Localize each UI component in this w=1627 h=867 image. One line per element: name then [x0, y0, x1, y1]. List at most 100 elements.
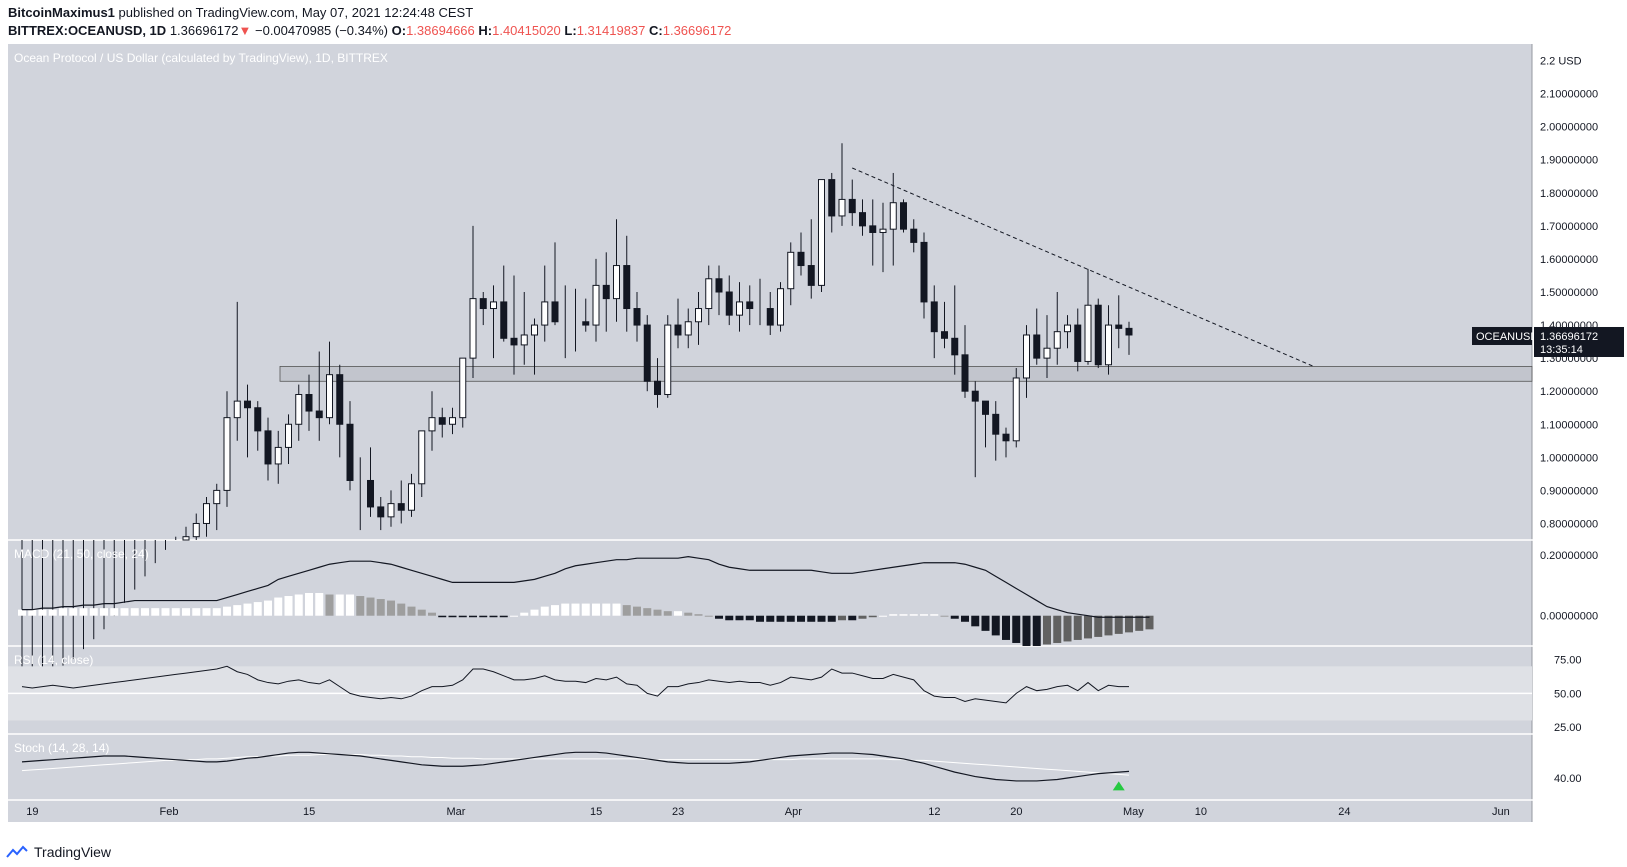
- macd-histogram-bar: [438, 615, 447, 618]
- time-tick-label: 10: [1195, 806, 1207, 818]
- candle-body: [900, 202, 907, 230]
- footer-brand: TradingView: [34, 844, 112, 860]
- price-tick-label: 2.2 USD: [1540, 56, 1582, 68]
- candle-body: [1074, 324, 1082, 362]
- macd-histogram-bar: [89, 608, 98, 616]
- candle-body: [531, 324, 538, 336]
- candle-body: [582, 321, 590, 326]
- macd-histogram-bar: [612, 603, 621, 616]
- macd-histogram-bar: [253, 602, 262, 616]
- candle-body: [859, 212, 866, 227]
- macd-histogram-bar: [776, 615, 785, 622]
- macd-histogram-bar: [100, 608, 108, 616]
- candle-body: [818, 179, 825, 286]
- macd-histogram-bar: [264, 600, 272, 616]
- macd-histogram-bar: [59, 608, 67, 616]
- candle-body: [736, 301, 743, 316]
- macd-histogram-bar: [376, 599, 385, 616]
- macd-histogram-bar: [581, 603, 590, 616]
- last-price: 1.36696172: [169, 23, 239, 38]
- macd-histogram-bar: [725, 615, 734, 621]
- macd-histogram-bar: [827, 615, 836, 622]
- candle-body: [1084, 304, 1092, 362]
- macd-histogram-bar: [212, 608, 221, 616]
- candle-body: [715, 278, 723, 293]
- down-arrow-icon: ▼: [238, 23, 252, 38]
- tradingview-footer[interactable]: TradingView: [6, 844, 111, 860]
- macd-histogram-bar: [499, 615, 508, 618]
- macd-histogram-bar: [1145, 615, 1154, 630]
- macd-histogram-bar: [202, 608, 211, 616]
- macd-histogram-bar: [1084, 615, 1092, 639]
- macd-histogram-bar: [356, 596, 365, 616]
- macd-histogram-bar: [1135, 615, 1144, 631]
- macd-histogram-bar: [141, 608, 149, 616]
- macd-histogram-bar: [161, 608, 170, 616]
- macd-histogram-bar: [387, 600, 395, 616]
- time-tick-label: 19: [26, 806, 38, 818]
- macd-histogram-bar: [950, 615, 959, 619]
- candle-body: [274, 446, 282, 465]
- time-tick-label: Mar: [447, 806, 466, 818]
- candle-body: [254, 407, 262, 432]
- candle-body: [510, 337, 518, 346]
- macd-histogram-bar: [797, 615, 805, 622]
- macd-histogram-bar: [838, 615, 846, 621]
- candle-body: [869, 225, 877, 233]
- candle-body: [613, 265, 620, 300]
- candle-body: [428, 417, 436, 432]
- rsi-tick-label: 50.00: [1554, 688, 1582, 700]
- macd-histogram-bar: [643, 608, 652, 616]
- macd-histogram-bar: [940, 615, 949, 617]
- macd-histogram-bar: [428, 612, 436, 616]
- price-axis-background: [1532, 44, 1627, 822]
- macd-histogram-bar: [715, 615, 723, 619]
- candle-body: [295, 394, 303, 425]
- candle-body: [377, 506, 385, 518]
- price-tick-label: 1.10000000: [1540, 419, 1598, 431]
- macd-histogram-bar: [48, 609, 57, 616]
- candle-body: [326, 374, 333, 419]
- low-label: L:: [564, 23, 577, 38]
- price-tick-label: 1.00000000: [1540, 452, 1598, 464]
- macd-histogram-bar: [182, 608, 190, 616]
- macd-histogram-bar: [151, 608, 160, 616]
- candle-body: [449, 417, 456, 425]
- price-tick-label: 2.00000000: [1540, 122, 1598, 134]
- macd-histogram-bar: [1022, 615, 1031, 646]
- symbol-label: BITTREX:OCEANUSD, 1D: [8, 23, 167, 38]
- macd-tick-label: 0.20000000: [1540, 550, 1598, 562]
- candle-body: [1033, 334, 1041, 359]
- candle-body: [695, 308, 702, 323]
- candle-body: [910, 228, 918, 243]
- macd-histogram-bar: [305, 593, 313, 616]
- macd-histogram-bar: [1012, 615, 1021, 643]
- macd-histogram-bar: [807, 615, 816, 622]
- macd-histogram-bar: [889, 614, 898, 616]
- up-triangle-icon: [1112, 781, 1125, 791]
- macd-histogram-bar: [1053, 615, 1062, 643]
- candle-body: [787, 251, 795, 290]
- stoch-signal-line: [21, 754, 1130, 776]
- price-tick-label: 1.60000000: [1540, 254, 1598, 266]
- macd-histogram-bar: [879, 615, 887, 617]
- candle-body: [602, 284, 610, 300]
- candle-body: [807, 265, 815, 286]
- candle-body: [213, 489, 221, 505]
- macd-histogram-bar: [325, 594, 334, 616]
- author-name[interactable]: BitcoinMaximus1: [8, 5, 115, 20]
- macd-histogram-bar: [704, 615, 713, 617]
- macd-histogram-bar: [909, 614, 918, 616]
- candle-body: [264, 430, 272, 465]
- macd-histogram-bar: [848, 615, 857, 621]
- time-tick-label: 15: [590, 806, 602, 818]
- macd-histogram-bar: [18, 609, 26, 616]
- high-label: H:: [478, 23, 493, 38]
- macd-histogram-bar: [346, 594, 354, 616]
- candle-body: [418, 430, 426, 485]
- macd-histogram-bar: [489, 615, 498, 618]
- time-tick-label: May: [1123, 806, 1144, 818]
- macd-histogram-bar: [592, 603, 600, 616]
- macd-histogram-bar: [1032, 615, 1041, 646]
